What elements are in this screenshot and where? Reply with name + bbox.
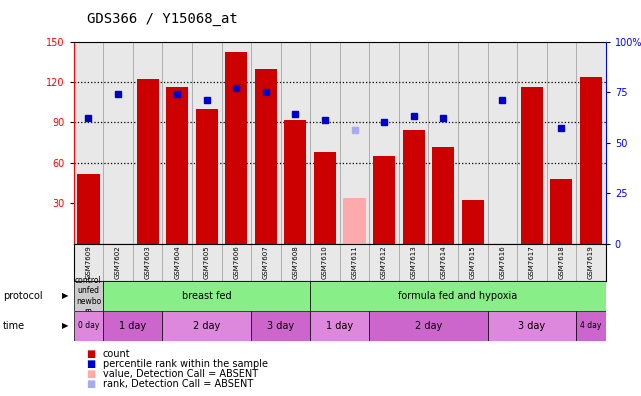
Text: 1 day: 1 day: [326, 321, 353, 331]
Text: 0 day: 0 day: [78, 321, 99, 330]
Bar: [373, 156, 395, 244]
Text: GSM7609: GSM7609: [85, 246, 92, 279]
Bar: [462, 200, 484, 244]
Text: GDS366 / Y15068_at: GDS366 / Y15068_at: [87, 12, 237, 26]
Bar: [580, 76, 602, 244]
Text: GSM7619: GSM7619: [588, 246, 594, 279]
Bar: [344, 198, 365, 244]
Text: protocol: protocol: [3, 291, 43, 301]
Bar: [369, 311, 488, 341]
Bar: [432, 147, 454, 244]
Text: ■: ■: [87, 369, 96, 379]
Text: GSM7608: GSM7608: [292, 246, 299, 279]
Text: 4 day: 4 day: [580, 321, 602, 330]
Text: GSM7604: GSM7604: [174, 246, 180, 279]
Text: GSM7607: GSM7607: [263, 246, 269, 279]
Text: 1 day: 1 day: [119, 321, 146, 331]
Text: GSM7615: GSM7615: [470, 246, 476, 279]
Bar: [74, 311, 103, 341]
Bar: [78, 173, 99, 244]
Bar: [488, 311, 576, 341]
Bar: [254, 69, 277, 244]
Text: GSM7605: GSM7605: [204, 246, 210, 279]
Text: count: count: [103, 349, 130, 360]
Bar: [551, 179, 572, 244]
Bar: [310, 281, 606, 311]
Text: rank, Detection Call = ABSENT: rank, Detection Call = ABSENT: [103, 379, 253, 389]
Text: ■: ■: [87, 349, 96, 360]
Bar: [310, 311, 369, 341]
Text: GSM7612: GSM7612: [381, 246, 387, 279]
Bar: [285, 120, 306, 244]
Text: GSM7611: GSM7611: [351, 246, 358, 279]
Text: GSM7606: GSM7606: [233, 246, 239, 279]
Bar: [103, 281, 310, 311]
Bar: [576, 311, 606, 341]
Bar: [196, 109, 218, 244]
Text: GSM7618: GSM7618: [558, 246, 565, 279]
Text: time: time: [3, 321, 26, 331]
Bar: [251, 311, 310, 341]
Text: ▶: ▶: [62, 291, 69, 301]
Text: GSM7614: GSM7614: [440, 246, 446, 279]
Text: GSM7603: GSM7603: [145, 246, 151, 279]
Bar: [225, 52, 247, 244]
Text: 2 day: 2 day: [415, 321, 442, 331]
Text: control
unfed
newbo
rn: control unfed newbo rn: [75, 276, 102, 316]
Bar: [166, 88, 188, 244]
Bar: [103, 311, 162, 341]
Text: GSM7602: GSM7602: [115, 246, 121, 279]
Text: ■: ■: [87, 379, 96, 389]
Text: breast fed: breast fed: [182, 291, 231, 301]
Text: 3 day: 3 day: [519, 321, 545, 331]
Bar: [137, 79, 159, 244]
Bar: [403, 130, 425, 244]
Text: value, Detection Call = ABSENT: value, Detection Call = ABSENT: [103, 369, 258, 379]
Bar: [520, 88, 543, 244]
Text: GSM7616: GSM7616: [499, 246, 505, 279]
Text: GSM7617: GSM7617: [529, 246, 535, 279]
Text: percentile rank within the sample: percentile rank within the sample: [103, 359, 267, 369]
Text: ■: ■: [87, 359, 96, 369]
Text: formula fed and hypoxia: formula fed and hypoxia: [398, 291, 517, 301]
Text: GSM7610: GSM7610: [322, 246, 328, 279]
Text: ▶: ▶: [62, 321, 69, 330]
Text: GSM7613: GSM7613: [411, 246, 417, 279]
Text: 3 day: 3 day: [267, 321, 294, 331]
Bar: [74, 281, 103, 311]
Text: 2 day: 2 day: [193, 321, 221, 331]
Bar: [314, 152, 336, 244]
Bar: [162, 311, 251, 341]
